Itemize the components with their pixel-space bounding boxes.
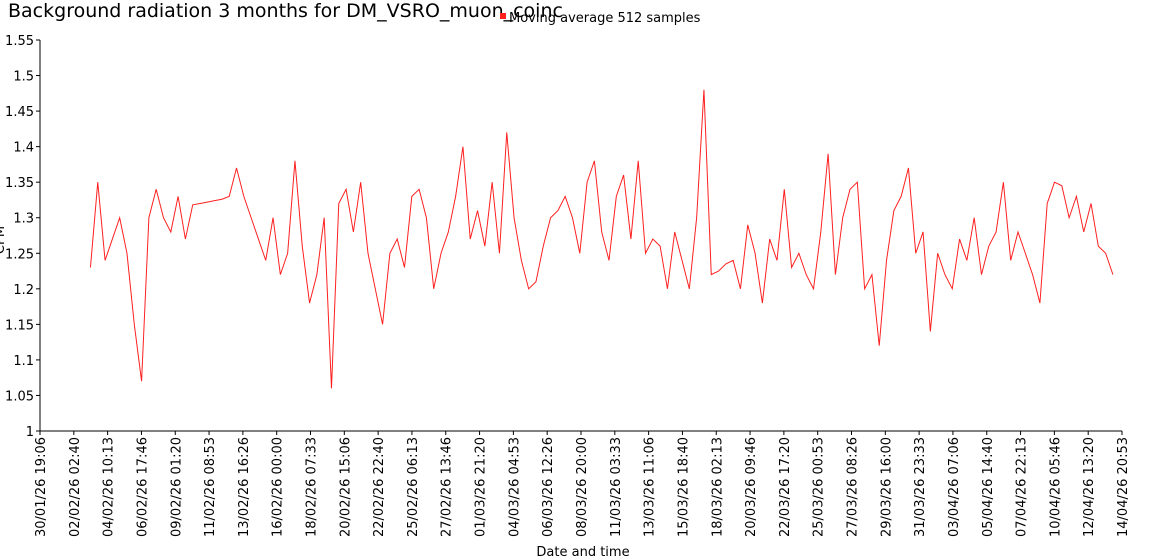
x-tick-label: 27/02/26 13:46 bbox=[440, 437, 455, 537]
y-tick-label: 1.55 bbox=[5, 34, 34, 49]
x-axis-label: Date and time bbox=[536, 545, 629, 560]
x-tick-label: 25/03/26 00:53 bbox=[812, 437, 827, 537]
x-tick-label: 02/02/26 02:40 bbox=[68, 437, 83, 537]
y-tick-label: 1.3 bbox=[13, 212, 34, 227]
y-axis-label: CPM bbox=[0, 226, 8, 254]
x-tick-label: 16/02/26 00:00 bbox=[271, 437, 286, 537]
x-tick-label: 04/03/26 04:53 bbox=[507, 437, 522, 537]
x-tick-label: 07/04/26 22:13 bbox=[1015, 437, 1030, 537]
y-tick-label: 1.5 bbox=[13, 70, 34, 85]
x-tick-label: 03/04/26 07:06 bbox=[947, 437, 962, 537]
x-tick-label: 20/02/26 15:06 bbox=[338, 437, 353, 537]
x-tick-label: 15/03/26 18:40 bbox=[676, 437, 691, 537]
x-tick-label: 08/03/26 20:00 bbox=[575, 437, 590, 537]
x-tick-label: 29/03/26 16:00 bbox=[879, 437, 894, 537]
y-tick-label: 1.35 bbox=[5, 176, 34, 191]
x-tick-label: 14/04/26 20:53 bbox=[1116, 437, 1131, 537]
y-tick-label: 1.05 bbox=[5, 389, 34, 404]
x-tick-label: 05/04/26 14:40 bbox=[981, 437, 996, 537]
y-tick-label: 1 bbox=[26, 425, 34, 440]
x-tick-label: 06/03/26 12:26 bbox=[541, 437, 556, 537]
y-tick-label: 1.15 bbox=[5, 318, 34, 333]
x-tick-label: 10/04/26 05:46 bbox=[1048, 437, 1063, 537]
x-tick-label: 13/03/26 11:06 bbox=[643, 437, 658, 537]
y-tick-label: 1.2 bbox=[13, 283, 34, 298]
x-tick-label: 22/03/26 17:20 bbox=[778, 437, 793, 537]
x-tick-label: 25/02/26 06:13 bbox=[406, 437, 421, 537]
y-tick-label: 1.1 bbox=[13, 354, 34, 369]
x-tick-label: 06/02/26 17:46 bbox=[135, 437, 150, 537]
x-tick-label: 12/04/26 13:20 bbox=[1082, 437, 1097, 537]
line-series bbox=[89, 89, 1114, 389]
x-tick-label: 31/03/26 23:33 bbox=[913, 437, 928, 537]
x-tick-label: 11/02/26 08:53 bbox=[203, 437, 218, 537]
x-tick-label: 30/01/26 19:06 bbox=[34, 437, 49, 537]
legend-swatch bbox=[500, 13, 506, 19]
x-tick-label: 04/02/26 10:13 bbox=[102, 437, 117, 537]
y-tick-label: 1.25 bbox=[5, 247, 34, 262]
y-tick-label: 1.4 bbox=[13, 141, 34, 156]
x-tick-label: 22/02/26 22:40 bbox=[372, 437, 387, 537]
legend-label: Moving average 512 samples bbox=[509, 11, 701, 26]
x-tick-label: 18/02/26 07:33 bbox=[305, 437, 320, 537]
x-tick-label: 18/03/26 02:13 bbox=[710, 437, 725, 537]
x-tick-label: 27/03/26 08:26 bbox=[845, 437, 860, 537]
x-tick-label: 11/03/26 03:33 bbox=[609, 437, 624, 537]
x-tick-label: 01/03/26 21:20 bbox=[474, 437, 489, 537]
x-tick-label: 20/03/26 09:46 bbox=[744, 437, 759, 537]
chart-title: Background radiation 3 months for DM_VSR… bbox=[8, 0, 563, 22]
y-tick-label: 1.45 bbox=[5, 105, 34, 120]
x-tick-label: 13/02/26 16:26 bbox=[237, 437, 252, 537]
x-tick-label: 09/02/26 01:20 bbox=[169, 437, 184, 537]
